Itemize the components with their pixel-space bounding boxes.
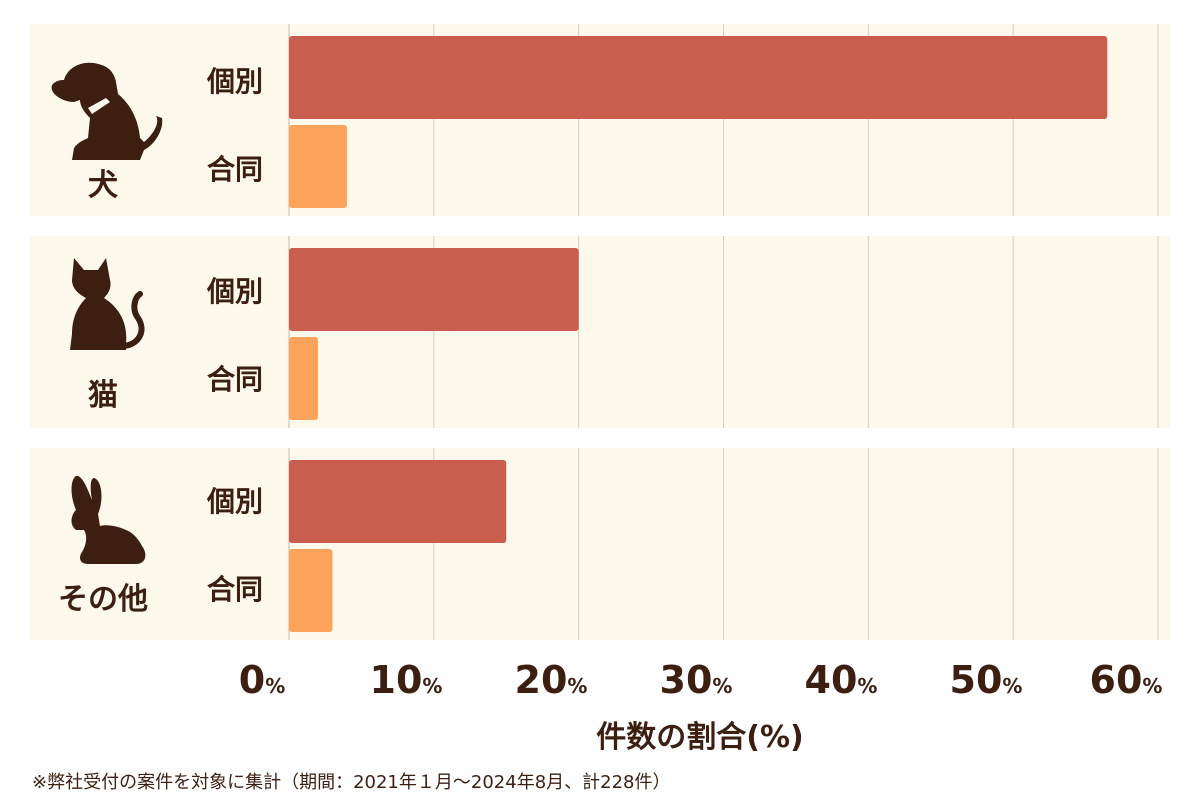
x-tick-label: 30% (659, 658, 733, 702)
x-tick-label: 0% (238, 658, 286, 702)
bar-1-joint (289, 337, 318, 420)
row-label-cat-joint: 合同 (206, 363, 263, 396)
row-label-other-individual: 個別 (206, 485, 263, 518)
dog-icon (51, 62, 163, 160)
bar-1-individual (289, 248, 579, 331)
row-label-other-joint: 合同 (206, 573, 263, 606)
cat-icon (70, 258, 145, 350)
group-band-cat (30, 236, 1170, 428)
bar-0-joint (289, 125, 347, 208)
x-tick-label: 60% (1089, 658, 1163, 702)
bar-2-individual (289, 460, 507, 543)
row-label-cat-individual: 個別 (206, 275, 263, 308)
footnote: ※弊社受付の案件を対象に集計（期間：2021年１月〜2024年8月、計228件） (32, 772, 671, 793)
x-tick-label: 10% (369, 658, 443, 702)
x-axis-label: 件数の割合(%) (596, 720, 804, 755)
rabbit-icon (71, 475, 146, 564)
x-tick-label: 40% (804, 658, 878, 702)
group-label-dog: 犬 (88, 168, 118, 203)
group-band-other (30, 448, 1170, 640)
x-tick-label: 50% (949, 658, 1023, 702)
x-tick-label: 20% (514, 658, 588, 702)
group-label-other: その他 (58, 582, 148, 617)
group-label-cat: 猫 (88, 378, 118, 413)
row-label-dog-joint: 合同 (206, 153, 263, 186)
bar-0-individual (289, 36, 1108, 119)
row-label-dog-individual: 個別 (206, 65, 263, 98)
bar-2-joint (289, 549, 333, 632)
